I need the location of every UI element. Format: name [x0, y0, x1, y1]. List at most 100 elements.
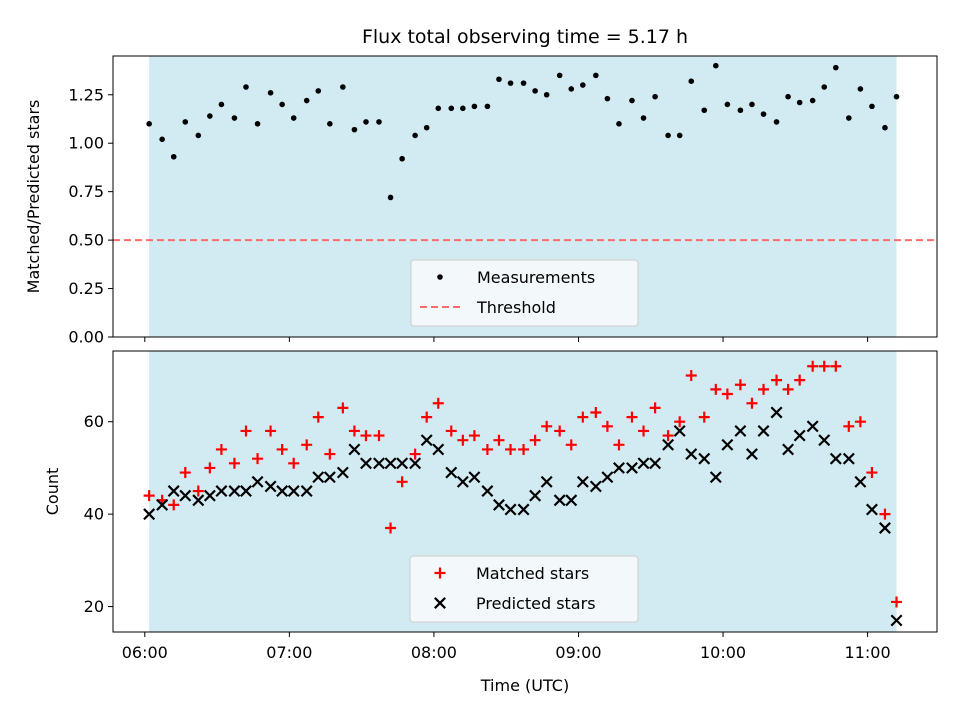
measurement-point	[376, 119, 382, 125]
predicted-star-point	[373, 457, 385, 470]
matched-star-point	[301, 439, 313, 451]
matched-star-point	[360, 430, 372, 442]
matched-star-point	[204, 462, 216, 474]
measurement-point	[593, 72, 599, 79]
matched-star-point	[710, 383, 722, 395]
measurement-point	[532, 88, 538, 94]
measurement-point	[254, 121, 261, 127]
measurement-point	[387, 194, 394, 201]
legend-matched-label: Matched stars	[476, 564, 589, 583]
measurement-point	[520, 80, 527, 86]
predicted-star-point	[673, 424, 686, 437]
predicted-star-point	[529, 489, 542, 502]
measurement-point	[351, 126, 358, 133]
matched-star-point	[179, 467, 191, 479]
predicted-star-point	[565, 494, 578, 507]
matched-star-point	[649, 402, 661, 414]
predicted-star-point	[734, 424, 747, 437]
measurement-point	[833, 64, 839, 71]
matched-star-point	[866, 467, 878, 479]
measurement-point	[724, 101, 731, 108]
measurement-point	[484, 103, 491, 110]
measurement-point	[701, 107, 708, 114]
measurement-point	[448, 105, 455, 112]
predicted-star-point	[854, 475, 867, 488]
predicted-star-point	[384, 457, 397, 470]
bottom-legend-box	[409, 555, 639, 623]
top-x-axis-ticks	[144, 337, 869, 342]
measurement-point	[303, 97, 310, 104]
matched-star-point	[554, 425, 566, 437]
matched-star-point	[758, 383, 770, 395]
measurement-point	[713, 62, 719, 69]
matched-star-point	[215, 443, 227, 455]
measurement-point	[556, 72, 563, 79]
measurement-point	[688, 78, 695, 84]
measurement-point	[665, 132, 671, 139]
predicted-star-point	[745, 448, 758, 461]
matched-star-point	[685, 369, 697, 381]
predicted-star-point	[685, 448, 698, 461]
matched-star-point	[698, 411, 710, 423]
legend-predicted-marker	[434, 597, 446, 609]
predicted-star-point	[504, 503, 517, 516]
matched-star-point	[168, 499, 180, 511]
matched-star-point	[324, 448, 336, 460]
predicted-star-point	[890, 614, 903, 627]
matched-star-point	[734, 379, 746, 391]
predicted-star-point	[829, 452, 842, 465]
predicted-star-point	[793, 429, 806, 442]
top-axes-frame	[112, 55, 938, 338]
predicted-star-point	[481, 485, 494, 498]
predicted-star-point	[625, 461, 638, 474]
matched-star-point	[577, 411, 589, 423]
predicted-star-point	[709, 471, 722, 484]
bottom-legend: Matched stars Predicted stars	[409, 555, 639, 623]
predicted-star-point	[192, 494, 205, 507]
predicted-star-point	[167, 485, 180, 498]
predicted-star-point	[865, 503, 878, 516]
matched-star-point	[818, 360, 830, 372]
matched-star-point	[590, 406, 602, 418]
matched-star-point	[265, 425, 277, 437]
predicted-star-point	[757, 424, 770, 437]
predicted-star-point	[323, 471, 336, 484]
predicted-star-point	[409, 457, 422, 470]
measurement-point	[629, 97, 635, 104]
x-tick-label: 11:00	[845, 643, 891, 662]
matched-star-point	[662, 430, 674, 442]
predicted-star-point	[287, 485, 300, 498]
measurement-point	[399, 155, 405, 162]
bottom-axes-frame	[112, 350, 938, 633]
matched-star-point	[409, 448, 421, 460]
matched-star-point	[721, 388, 733, 400]
matched-star-point	[626, 411, 638, 423]
y-tick-label: 20	[84, 597, 104, 616]
matched-star-point	[143, 490, 155, 502]
matched-star-point	[192, 485, 204, 497]
predicted-star-point	[818, 434, 831, 447]
measurement-point	[821, 84, 828, 90]
y-tick-label: 1.25	[68, 85, 104, 104]
legend-matched-marker	[434, 567, 446, 579]
predicted-star-point	[336, 466, 349, 479]
matched-star-point	[421, 411, 433, 423]
matched-star-point	[746, 397, 758, 409]
matched-star-point	[457, 434, 469, 446]
matched-star-point	[879, 508, 891, 520]
top-legend-box	[410, 259, 639, 327]
measurement-point	[423, 124, 430, 131]
top-y-axis-label: Matched/Predicted stars	[24, 100, 43, 294]
measurement-point	[290, 115, 297, 121]
matched-star-point	[771, 374, 783, 386]
legend-predicted-label: Predicted stars	[476, 594, 596, 613]
predicted-star-point	[612, 461, 625, 474]
bottom-y-axis-label: Count	[43, 468, 62, 516]
x-tick-label: 07:00	[266, 643, 312, 662]
predicted-star-point	[540, 475, 553, 488]
top-y-axis-ticks: 0.00 0.25 0.50 0.75 1.00 1.25	[68, 85, 113, 347]
matched-star-point	[493, 434, 505, 446]
predicted-star-point	[662, 438, 675, 451]
predicted-star-point	[156, 498, 169, 511]
measurement-point	[435, 105, 442, 112]
